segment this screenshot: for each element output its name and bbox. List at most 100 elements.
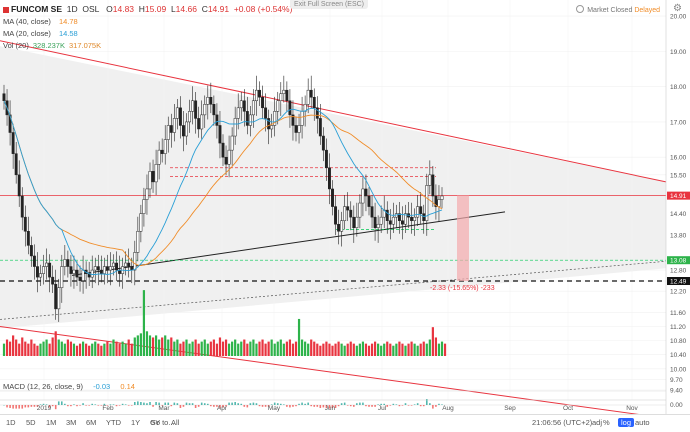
- candle-body: [237, 108, 239, 119]
- candle-body: [289, 101, 291, 115]
- time-tick-label: 2019: [37, 405, 52, 412]
- price-tick-label: 9.40: [670, 388, 683, 395]
- measure-label: -2.33 (-15.65%) -233: [430, 285, 495, 292]
- volume-bar: [131, 344, 133, 356]
- exit-fullscreen-button[interactable]: Exit Full Screen (ESC): [290, 0, 368, 9]
- range-button-1y[interactable]: 1Y: [131, 418, 140, 427]
- volume-bar: [307, 344, 309, 356]
- volume-bar: [377, 344, 379, 356]
- volume-bar: [125, 344, 127, 356]
- candle-body: [277, 101, 279, 112]
- macd-legend[interactable]: MACD (12, 26, close, 9) -0.03 0.14: [3, 382, 135, 391]
- volume-bar: [228, 344, 230, 356]
- gear-icon[interactable]: ⚙: [673, 3, 682, 14]
- price-tick-label: 15.50: [670, 172, 687, 179]
- volume-bar: [286, 342, 288, 356]
- candle-body: [392, 217, 394, 224]
- percent-toggle[interactable]: %: [603, 418, 610, 427]
- candle-body: [280, 94, 282, 101]
- volume-bar: [164, 335, 166, 356]
- price-tick-label: 16.00: [670, 155, 687, 162]
- log-toggle[interactable]: log: [618, 418, 634, 427]
- macd-histogram-bar: [231, 403, 233, 405]
- candle-body: [158, 150, 160, 164]
- macd-histogram-bar: [189, 403, 191, 405]
- macd-histogram-bar: [12, 405, 14, 409]
- volume-label: Vol (20): [3, 41, 29, 50]
- macd-histogram-bar: [283, 404, 285, 405]
- macd-histogram-bar: [94, 404, 96, 405]
- macd-histogram-bar: [15, 405, 17, 409]
- macd-histogram-bar: [137, 401, 139, 405]
- candle-body: [55, 284, 57, 309]
- macd-histogram-bar: [234, 402, 236, 405]
- candle-body: [155, 164, 157, 182]
- volume-bar: [231, 342, 233, 356]
- symbol-name[interactable]: FUNCOM SE: [11, 4, 62, 14]
- candle-body: [82, 270, 84, 281]
- range-button-3m[interactable]: 3M: [66, 418, 76, 427]
- goto-button[interactable]: Go to...: [150, 418, 175, 427]
- range-button-6m[interactable]: 6M: [86, 418, 96, 427]
- range-button-5d[interactable]: 5D: [26, 418, 36, 427]
- time-tick-label: Sep: [504, 405, 516, 412]
- macd-histogram-bar: [228, 403, 230, 405]
- macd-histogram-bar: [64, 404, 66, 405]
- macd-histogram-bar: [429, 403, 431, 405]
- candle-body: [21, 196, 23, 217]
- time-tick-label: Mar: [158, 405, 170, 412]
- price-tick-label: 12.80: [670, 268, 687, 275]
- candle-body: [109, 267, 111, 271]
- candle-body: [51, 277, 53, 284]
- macd-histogram-bar: [359, 403, 361, 405]
- macd-histogram-bar: [371, 405, 373, 407]
- volume-bar: [219, 337, 221, 356]
- volume-bar: [316, 344, 318, 356]
- range-button-1m[interactable]: 1M: [46, 418, 56, 427]
- macd-histogram-bar: [368, 405, 370, 407]
- macd-signal-value: 0.14: [120, 382, 135, 391]
- candle-body: [216, 115, 218, 126]
- candle-body: [252, 101, 254, 115]
- volume-bar: [429, 340, 431, 356]
- candle-body: [179, 108, 181, 126]
- volume-bar: [33, 344, 35, 356]
- price-tick-label: 10.40: [670, 352, 687, 359]
- candle-body: [58, 288, 60, 309]
- time-tick-label: Apr: [217, 405, 228, 412]
- volume-bar: [39, 344, 41, 356]
- time-tick-label: Jun: [325, 405, 336, 412]
- candle-body: [264, 108, 266, 119]
- macd-histogram-bar: [183, 405, 185, 407]
- volume-bar: [392, 346, 394, 356]
- macd-histogram-bar: [243, 405, 245, 407]
- candle-body: [432, 175, 434, 196]
- macd-histogram-bar: [73, 404, 75, 405]
- volume-bar: [216, 344, 218, 356]
- adj-toggle[interactable]: adj: [592, 418, 602, 427]
- volume-bar: [91, 344, 93, 356]
- candle-body: [128, 263, 130, 267]
- range-button-1d[interactable]: 1D: [6, 418, 16, 427]
- volume-bar: [155, 335, 157, 356]
- volume-bar: [322, 344, 324, 356]
- macd-histogram-bar: [170, 405, 172, 406]
- ma20-legend[interactable]: MA (20, close)14.58: [3, 29, 78, 38]
- price-tick-label: 19.00: [670, 49, 687, 56]
- candle-body: [374, 217, 376, 228]
- interval[interactable]: 1D: [67, 4, 78, 14]
- candle-body: [106, 267, 108, 271]
- auto-toggle[interactable]: auto: [635, 418, 650, 427]
- range-button-ytd[interactable]: YTD: [106, 418, 121, 427]
- candle-body: [359, 203, 361, 217]
- macd-histogram-bar: [365, 405, 367, 406]
- macd-histogram-bar: [316, 405, 318, 407]
- price-chart[interactable]: -2.33 (-15.65%) -23320.0019.0018.0017.00…: [0, 0, 690, 414]
- volume-bar: [94, 342, 96, 356]
- volume-bar: [389, 344, 391, 356]
- ma40-legend[interactable]: MA (40, close)14.78: [3, 17, 78, 26]
- candle-body: [331, 189, 333, 207]
- macd-histogram-bar: [85, 405, 87, 406]
- macd-histogram-bar: [88, 405, 90, 406]
